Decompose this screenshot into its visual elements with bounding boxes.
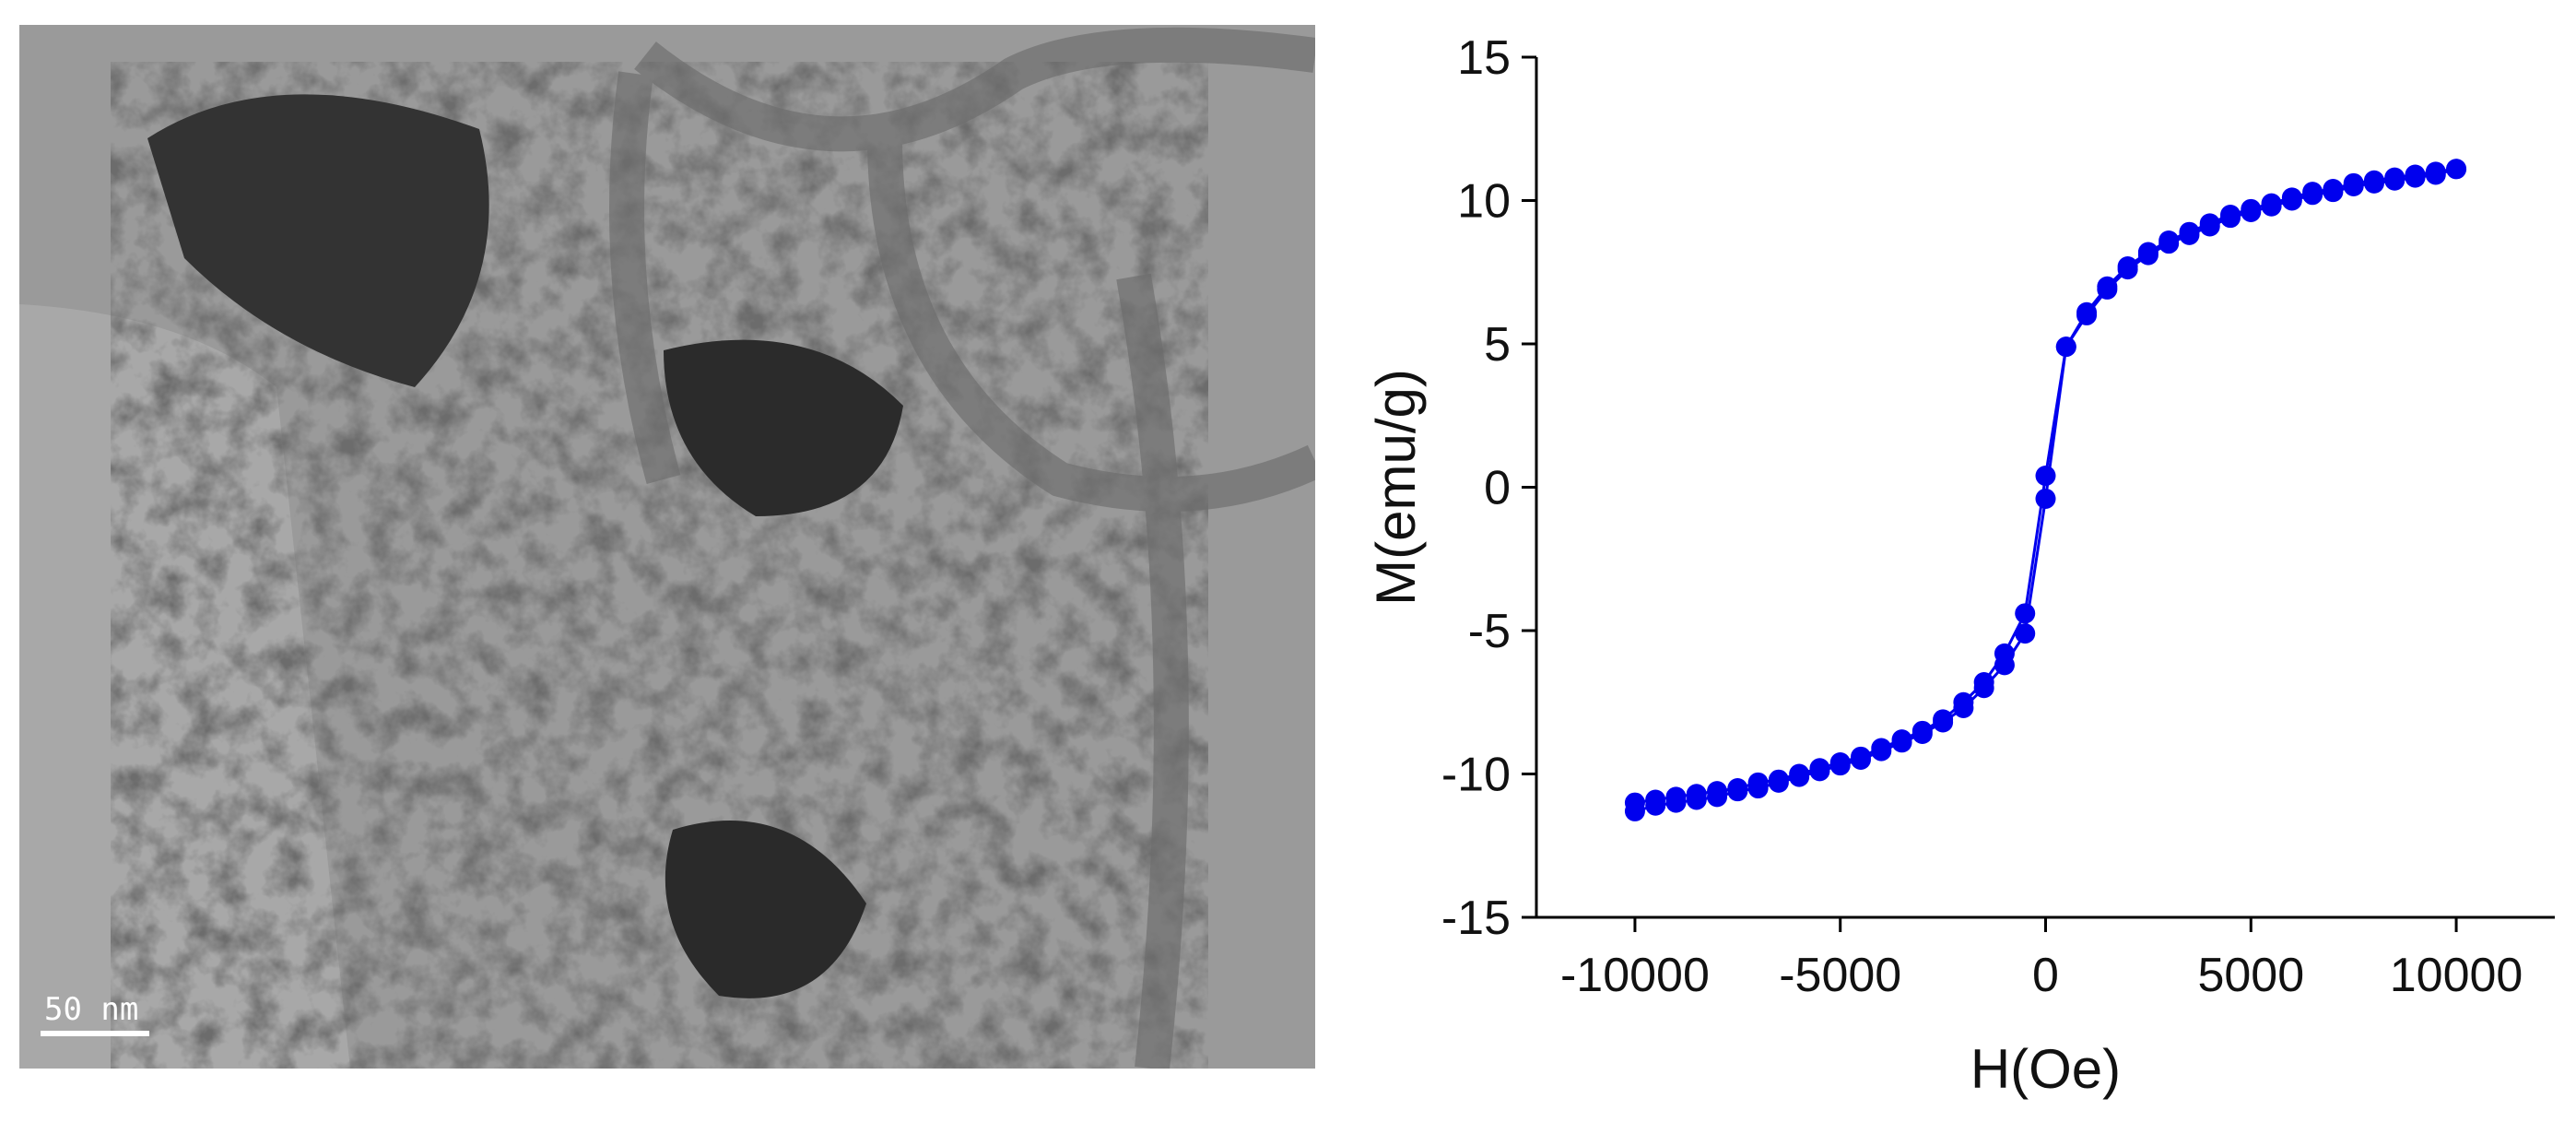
y-tick-label: -10 (1441, 749, 1511, 802)
data-point (1973, 678, 1994, 699)
data-point (1665, 792, 1687, 813)
data-point (2343, 175, 2364, 196)
data-point (2425, 164, 2446, 185)
data-point (1829, 755, 1851, 776)
data-point (2323, 182, 2344, 203)
data-point (2158, 233, 2180, 254)
data-point (1809, 761, 1830, 782)
x-tick-label: 10000 (2390, 949, 2523, 1002)
data-point (2015, 603, 2036, 624)
data-point (2117, 259, 2138, 280)
chart: -15 -10 -5 0 5 10 15 -10000 -5000 0 5000 10000 H(Oe)… (1365, 31, 2555, 1100)
data-point (1911, 723, 1933, 744)
x-axis-label: H(Oe) (1970, 1038, 2121, 1100)
y-tick-label: 10 (1457, 175, 1511, 229)
data-point (2179, 224, 2200, 245)
y-tick-label: -5 (1468, 605, 1511, 658)
data-point (2241, 201, 2262, 222)
y-axis-label: M(emu/g) (1365, 369, 1427, 606)
data-point (1789, 766, 1810, 787)
data-point (2384, 170, 2405, 191)
y-tick-label: 0 (1484, 462, 1511, 515)
data-point (1686, 789, 1707, 810)
data-point (1953, 697, 1974, 718)
data-point (2281, 190, 2302, 211)
data-point (2261, 195, 2282, 217)
data-point (1645, 795, 1666, 816)
data-point (2035, 488, 2056, 509)
data-point (2137, 244, 2158, 266)
scale-bar-label: 50 nm (44, 991, 138, 1028)
data-point (2220, 207, 2241, 229)
data-point (2076, 304, 2098, 325)
x-tick-label: -10000 (1560, 949, 1710, 1002)
y-tick-label: 15 (1457, 31, 1511, 85)
data-point (1727, 781, 1748, 802)
data-point (1747, 778, 1769, 799)
x-tick-label: 5000 (2197, 949, 2304, 1002)
data-point (1933, 712, 1954, 733)
data-point (2035, 466, 2056, 487)
tem-image: 50 nm (19, 25, 1315, 1069)
y-tick-label: -15 (1441, 892, 1511, 945)
data-point (2055, 337, 2076, 358)
y-tick-label: 5 (1484, 318, 1511, 372)
x-tick-label: 0 (2032, 949, 2059, 1002)
data-point (2405, 167, 2426, 188)
data-point (2302, 184, 2323, 206)
data-point (1891, 732, 1912, 753)
x-tick-label: -5000 (1779, 949, 1901, 1002)
data-point (2199, 216, 2220, 237)
data-point (1850, 749, 1871, 770)
data-point (2363, 172, 2384, 194)
data-point (1994, 655, 2015, 676)
data-point (2015, 623, 2036, 644)
data-point (2097, 278, 2118, 300)
data-point (1768, 772, 1789, 793)
data-point (1624, 800, 1645, 821)
data-point (1871, 740, 1892, 762)
data-point (1707, 786, 1728, 808)
data-point (2446, 159, 2467, 180)
